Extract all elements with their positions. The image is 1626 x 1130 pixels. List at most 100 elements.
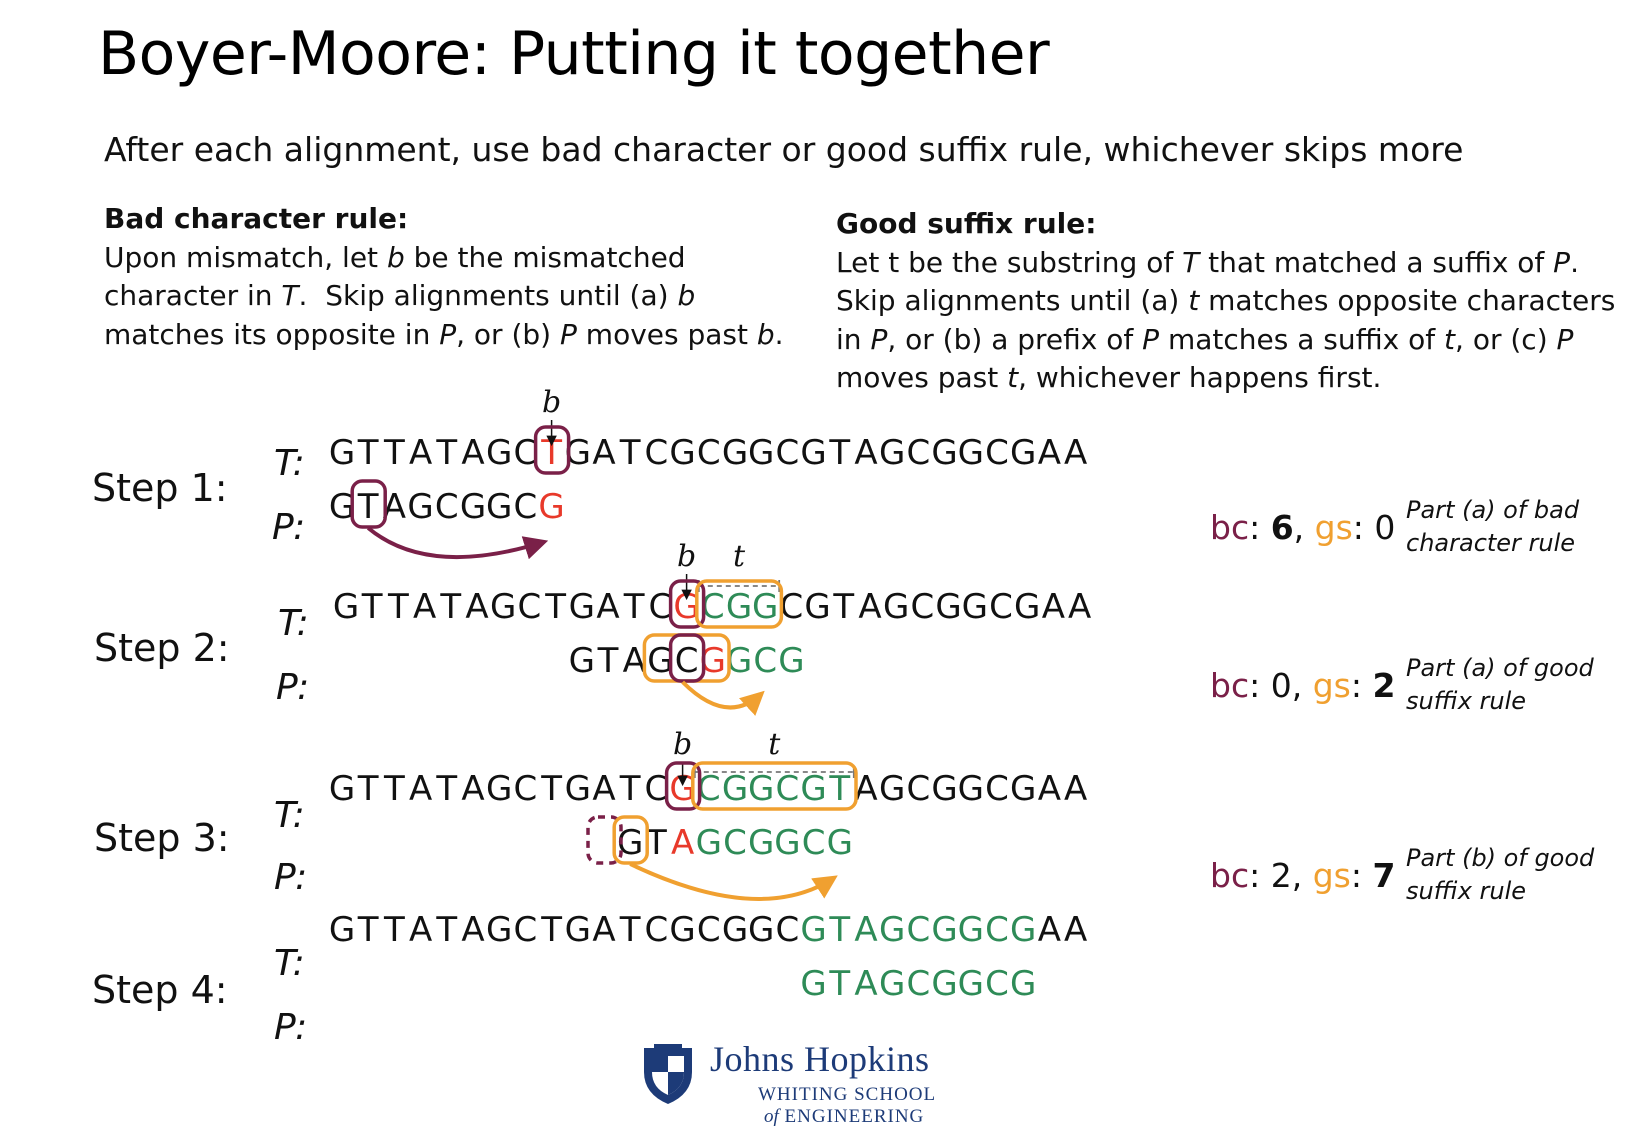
bc-label: bc <box>1210 508 1250 547</box>
text-char: G <box>879 433 905 473</box>
text-char: A <box>1038 433 1061 473</box>
text-char: G <box>329 433 355 473</box>
bad-rule-var: b <box>386 240 405 274</box>
text-char: A <box>854 433 877 473</box>
text-char: C <box>985 910 1009 950</box>
pattern-char: C <box>985 964 1009 1004</box>
note-line: Part (a) of good <box>1406 654 1594 682</box>
logo-engineering: of ENGINEERING <box>764 1106 924 1128</box>
text-char: A <box>413 587 436 627</box>
text-char: C <box>776 433 800 473</box>
score-sep: : <box>1249 508 1271 547</box>
text-char: A <box>409 433 432 473</box>
text-char: A <box>592 769 615 809</box>
text-char: T <box>832 587 854 627</box>
good-suffix-shift-arrow <box>681 680 765 716</box>
text-char: T <box>540 769 562 809</box>
bad-rule-var: b <box>677 279 696 312</box>
good-rule-var: P <box>1553 245 1571 279</box>
bad-character-rule: Bad character rule: Upon mismatch, let b… <box>104 200 824 354</box>
text-char: G <box>565 910 591 950</box>
shield-icon <box>644 1044 692 1104</box>
pattern-char: A <box>383 487 406 527</box>
b-marker: b <box>673 727 692 762</box>
logo-of: of <box>764 1106 779 1127</box>
score-sep: , <box>1293 508 1315 547</box>
pattern-row-label: P: <box>272 507 306 548</box>
pattern-char: G <box>486 487 512 527</box>
text-char: T <box>828 769 850 809</box>
text-char: C <box>776 769 800 809</box>
gs-value: 7 <box>1372 856 1396 895</box>
bad-char-match-box <box>668 633 706 683</box>
good-rule-text: , whichever happens first. <box>1018 361 1382 394</box>
good-rule-text: , or (b) a prefix of <box>887 322 1143 356</box>
pattern-char: C <box>514 487 538 527</box>
text-char: T <box>828 433 850 473</box>
pattern-char: G <box>778 641 804 681</box>
bad-char-box <box>533 425 571 475</box>
text-char: A <box>409 769 432 809</box>
text-char: G <box>748 433 774 473</box>
page-title: Boyer-Moore: Putting it together <box>98 19 1050 89</box>
score-sep: , <box>1291 666 1313 705</box>
pattern-char: G <box>748 823 774 863</box>
good-suffix-box <box>695 579 784 629</box>
text-char: G <box>879 910 905 950</box>
text-char: G <box>726 587 752 627</box>
pattern-char: G <box>696 823 722 863</box>
text-char: G <box>329 910 355 950</box>
text-char: G <box>722 769 748 809</box>
text-char: T <box>387 587 409 627</box>
text-char: C <box>907 769 931 809</box>
good-rule-text: matches a suffix of <box>1159 322 1445 356</box>
bad-rule-text: , or (b) <box>456 317 560 351</box>
text-char: A <box>461 769 484 809</box>
text-char: T <box>357 769 379 809</box>
text-char: T <box>383 769 405 809</box>
note-line: Part (a) of bad <box>1406 496 1580 524</box>
text-char: T <box>383 433 405 473</box>
text-char: A <box>596 587 619 627</box>
text-char: G <box>958 910 984 950</box>
text-char: T <box>544 587 566 627</box>
score-sep: : <box>1249 856 1271 895</box>
text-char: C <box>989 587 1013 627</box>
good-rule-var: t <box>1007 361 1019 394</box>
text-char: G <box>333 587 359 627</box>
pattern-char: T <box>597 641 619 681</box>
text-char: G <box>800 433 826 473</box>
good-rule-var: P <box>1556 322 1574 356</box>
good-suffix-rule: Good suffix rule: Let t be the substring… <box>836 205 1616 398</box>
text-char: G <box>800 769 826 809</box>
bad-rule-var: P <box>560 317 577 351</box>
step-2-label: Step 2: <box>94 626 230 670</box>
pattern-char: G <box>460 487 486 527</box>
gs-label: gs <box>1312 856 1351 895</box>
good-rule-text: , or (c) <box>1455 322 1557 356</box>
text-char: G <box>486 433 512 473</box>
text-char: C <box>985 433 1009 473</box>
step-1-score: bc: 6, gs: 0 <box>1210 508 1395 548</box>
logo-eng: ENGINEERING <box>784 1106 925 1127</box>
text-char: C <box>907 433 931 473</box>
bc-label: bc <box>1210 856 1250 895</box>
b-marker: b <box>677 539 696 574</box>
text-char: C <box>701 587 725 627</box>
text-char: G <box>490 587 516 627</box>
pattern-char: C <box>435 487 459 527</box>
gs-label: gs <box>1312 666 1351 705</box>
pattern-char: G <box>879 964 905 1004</box>
text-char: G <box>669 433 695 473</box>
text-char: A <box>465 587 488 627</box>
step-3-score: bc: 2, gs: 7 <box>1210 856 1395 896</box>
step-2-note: Part (a) of good suffix rule <box>1406 652 1606 718</box>
step-1-note: Part (a) of bad character rule <box>1406 494 1606 560</box>
score-sep: , <box>1291 856 1313 895</box>
text-char: G <box>931 910 957 950</box>
text-char: G <box>931 433 957 473</box>
t-marker: t <box>768 727 781 762</box>
text-char: T <box>435 433 457 473</box>
bad-rule-text: matches its opposite in <box>104 317 440 351</box>
text-char: A <box>854 910 877 950</box>
